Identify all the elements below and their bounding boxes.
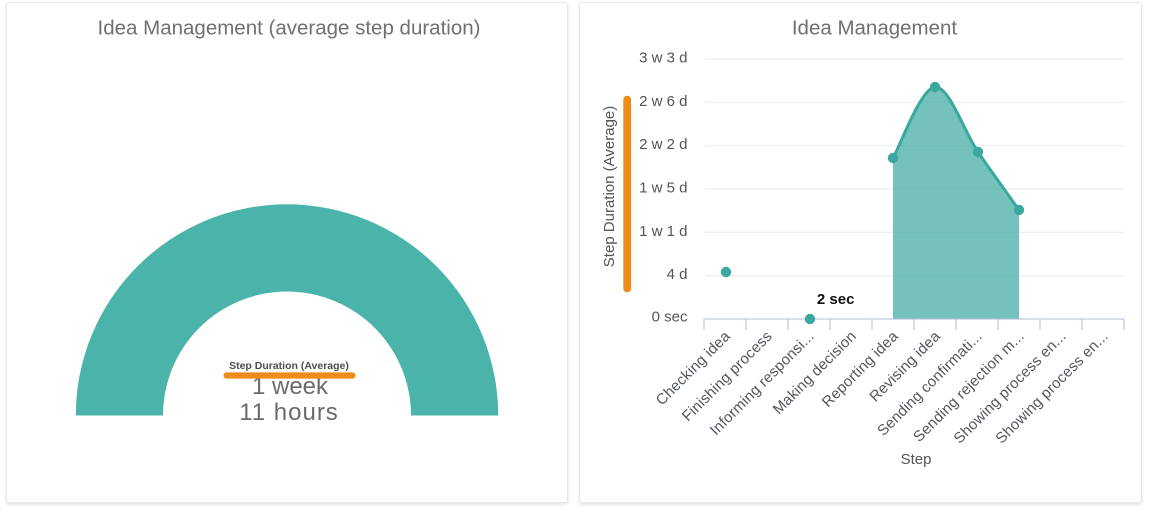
svg-text:4 d: 4 d [667,266,688,283]
svg-text:Step Duration (Average): Step Duration (Average) [229,360,349,372]
svg-text:1 w 5 d: 1 w 5 d [639,180,687,197]
svg-text:11 hours: 11 hours [239,399,339,426]
svg-text:2 w 6 d: 2 w 6 d [639,93,687,110]
svg-text:Checking idea: Checking idea [653,327,734,408]
svg-text:0 sec: 0 sec [652,309,688,326]
svg-text:3 w 3 d: 3 w 3 d [639,50,687,67]
svg-text:Idea Management: Idea Management [792,17,958,40]
svg-text:Idea Management (average step: Idea Management (average step duration) [98,17,481,40]
svg-text:1 w 1 d: 1 w 1 d [639,223,687,240]
svg-text:Step: Step [901,451,932,468]
svg-text:2 w 2 d: 2 w 2 d [639,136,687,153]
svg-text:Step Duration (Average): Step Duration (Average) [601,106,618,267]
svg-text:2 sec: 2 sec [817,291,855,308]
